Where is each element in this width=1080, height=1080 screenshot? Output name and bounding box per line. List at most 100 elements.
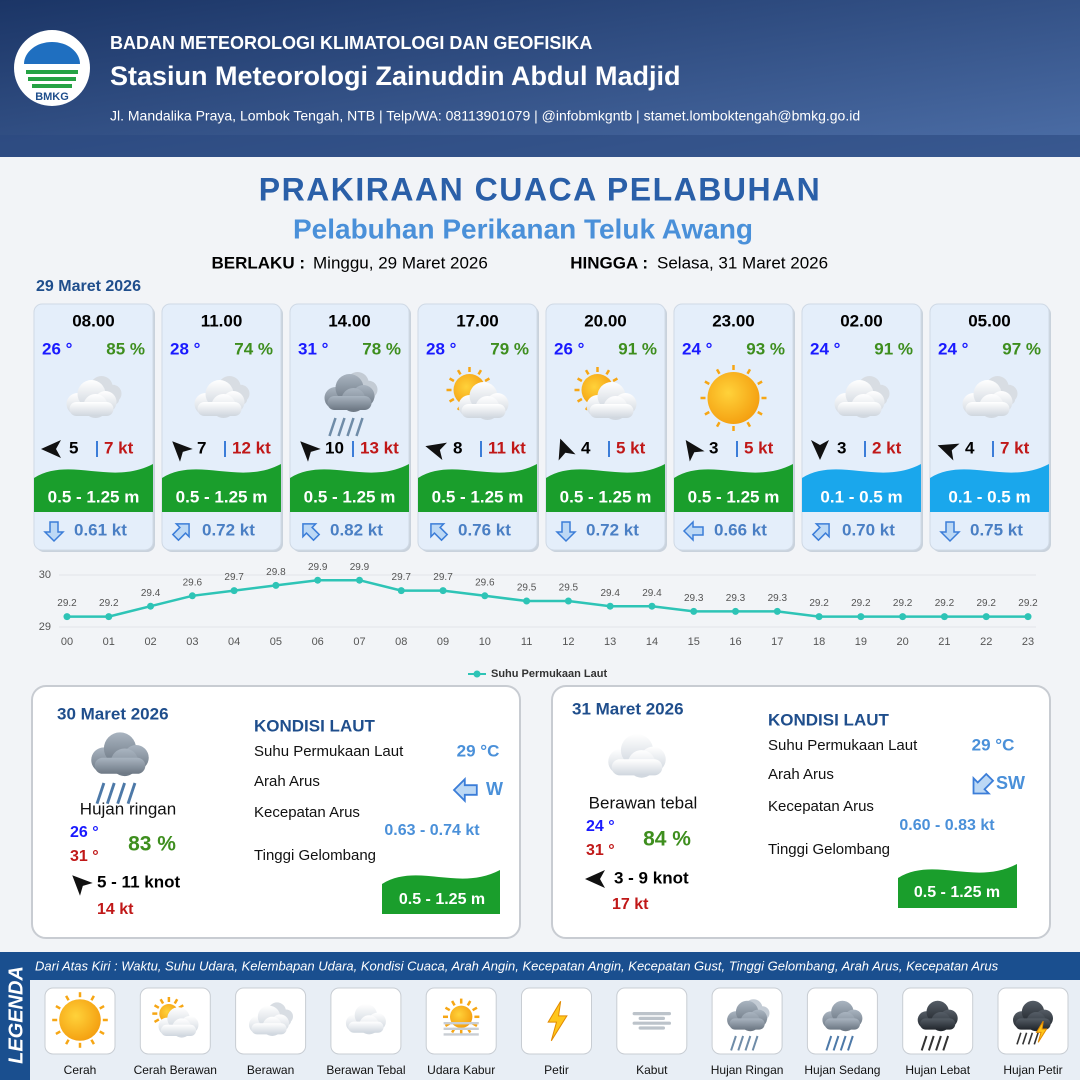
cloud-part [69, 402, 114, 416]
header-strip [0, 135, 1080, 157]
wind-arrow [300, 441, 321, 462]
lightning [1035, 1020, 1048, 1043]
card-current: 0.72 kt [202, 520, 255, 539]
title: PRAKIRAAN CUACA PELABUHAN [259, 171, 822, 207]
legend-item: Berawan [247, 1063, 294, 1077]
wave-shape [162, 464, 281, 512]
value-label: 29.2 [851, 598, 871, 609]
weather-icon [822, 1000, 863, 1051]
value-label: 29.4 [600, 588, 620, 599]
header-bg [0, 0, 1080, 157]
rain-drop [126, 782, 137, 805]
weather-icon [727, 999, 770, 1051]
rain-drop [95, 782, 106, 805]
day-dir: W [486, 779, 503, 799]
rain-drop [744, 1035, 752, 1051]
weather-icon [917, 1000, 958, 1051]
day-section: KONDISI LAUT [768, 710, 890, 729]
rain-drop [825, 1035, 833, 1051]
day-row-label: Tinggi Gelombang [768, 841, 890, 858]
today-date: 29 Maret 2026 [36, 278, 141, 295]
y-tick-label: 30 [39, 569, 51, 581]
card-current: 0.66 kt [714, 520, 767, 539]
x-tick-label: 13 [604, 636, 616, 648]
wind-arrow [558, 438, 576, 461]
point [648, 602, 656, 610]
card-wind: 4 [581, 438, 591, 457]
day-condition: Berawan tebal [589, 793, 698, 812]
x-tick-label: 15 [688, 636, 700, 648]
current-arrow [682, 520, 704, 542]
value-label: 29.3 [768, 593, 788, 604]
card-temp: 24 ° [938, 339, 969, 358]
sun [450, 1005, 473, 1028]
sun-ray [757, 380, 763, 386]
card-time: 08.00 [72, 311, 115, 330]
card-wind: 8 [453, 438, 462, 457]
point [982, 613, 990, 621]
card-wind: 4 [965, 438, 975, 457]
x-tick-label: 16 [729, 636, 741, 648]
value-label: 29.4 [141, 588, 161, 599]
weather-icon [547, 1001, 568, 1042]
card-wave: 0.5 - 1.25 m [48, 487, 140, 506]
cloud-part [160, 1024, 197, 1036]
value-label: 29.4 [642, 588, 662, 599]
value-label: 29.7 [392, 572, 412, 583]
card-time: 11.00 [201, 311, 243, 330]
wave-shape [898, 864, 1017, 908]
card-current: 0.82 kt [330, 520, 383, 539]
day-row-label: Suhu Permukaan Laut [254, 743, 404, 760]
weather-icon [324, 372, 378, 437]
sun-ray [90, 1039, 95, 1045]
day-section: KONDISI LAUT [254, 716, 376, 735]
current-arrow [452, 777, 478, 803]
cloud-part [251, 1023, 287, 1035]
card-wind: 3 [709, 438, 718, 457]
wave-shape [34, 464, 153, 512]
current-arrow [171, 523, 190, 542]
card-wind: 7 [197, 438, 206, 457]
day-row-label: Kecepatan Arus [254, 804, 360, 821]
sun-ray [55, 1005, 61, 1010]
weather-icon [52, 992, 108, 1048]
legend-item: Berawan Tebal [326, 1063, 405, 1077]
wind-arrow [41, 440, 61, 458]
weather-icon [632, 1011, 672, 1030]
card-temp: 31 ° [298, 339, 329, 358]
point [815, 613, 823, 621]
value-label: 29.6 [475, 577, 495, 588]
cloud-part [611, 759, 663, 776]
x-tick-label: 21 [938, 636, 950, 648]
current-arrow [430, 523, 449, 542]
weather-icon [443, 998, 480, 1036]
card-gust: 11 kt [488, 438, 526, 457]
value-label: 29.8 [266, 567, 286, 578]
day-date: 31 Maret 2026 [572, 699, 684, 718]
sun-ray [65, 995, 70, 1001]
sun-ray [746, 368, 752, 375]
day-gust: 17 kt [612, 896, 649, 913]
card-current: 0.75 kt [970, 520, 1023, 539]
sun [59, 999, 101, 1041]
sun-ray [153, 1018, 160, 1023]
card-time: 23.00 [712, 311, 755, 330]
day-humidity: 83 % [128, 833, 176, 856]
x-tick-label: 22 [980, 636, 992, 648]
card-humidity: 78 % [362, 339, 401, 358]
rain-drop [105, 782, 116, 805]
x-tick-label: 23 [1022, 636, 1034, 648]
agency: BADAN METEOROLOGI KLIMATOLOGI DAN GEOFIS… [110, 33, 592, 53]
card-current: 0.72 kt [586, 520, 639, 539]
sun-ray [704, 410, 710, 416]
value-label: 29.9 [308, 562, 328, 573]
card-wind: 3 [837, 438, 846, 457]
x-tick-label: 01 [103, 636, 115, 648]
cloud-part [1015, 1018, 1051, 1030]
day-wind: 5 - 11 knot [97, 872, 180, 891]
point [314, 576, 322, 584]
weather-icon [700, 365, 767, 431]
x-tick-label: 19 [855, 636, 867, 648]
card-time: 14.00 [328, 311, 371, 330]
